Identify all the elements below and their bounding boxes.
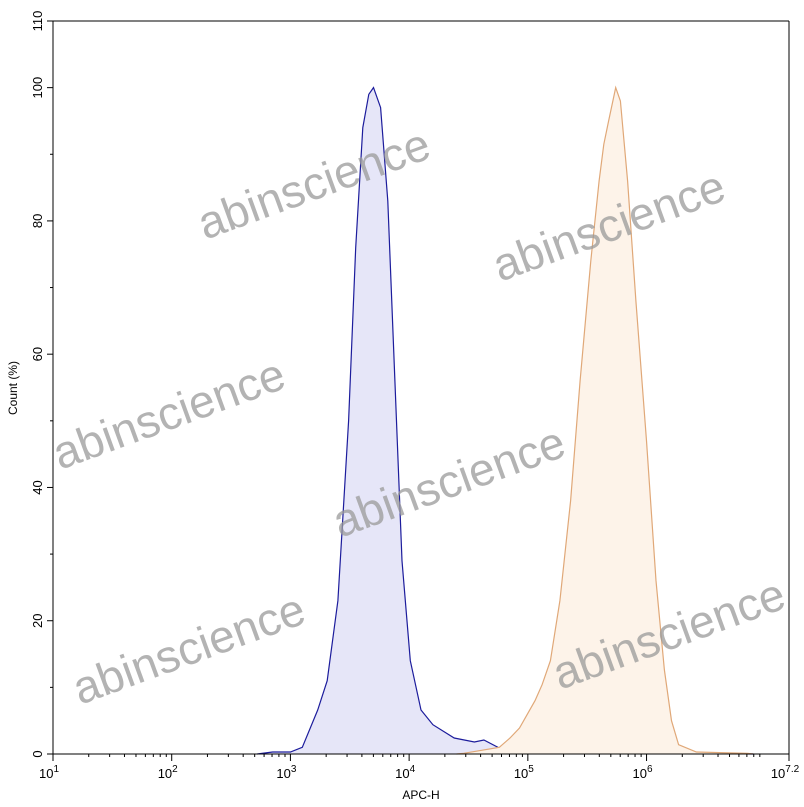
y-tick-label: 110 [30,11,45,32]
series-1-fill [456,87,754,755]
y-tick-label: 80 [30,214,45,228]
y-tick-label: 20 [30,613,45,627]
x-tick-label: 105 [514,764,534,781]
y-axis-label: Count (%) [6,361,20,415]
x-tick-label: 104 [395,764,415,781]
axes: 101 102 103 104 105 106 107.2 0 20 40 60 80 100 110 [30,11,800,781]
series-layer [257,85,754,755]
y-tick-label: 60 [30,347,45,361]
x-tick-label: 106 [633,764,653,781]
x-axis-label: APC-H [402,788,439,802]
series-0-fill [257,87,754,755]
watermark-text: abinscience [46,347,292,479]
y-tick-label: 40 [30,480,45,494]
series-1-line [456,85,754,755]
x-tick-label: 102 [158,764,178,781]
watermark-text: abinscience [191,117,437,249]
y-tick-label: 0 [30,750,45,757]
y-tick-label: 100 [30,77,45,99]
watermark-layer: abinscience abinscienceabinscienceabinsci… [46,117,792,714]
x-tick-label: 107.2 [771,764,800,781]
watermark-text: abinscience [66,582,312,714]
x-tick-label: 103 [276,764,296,781]
x-tick-label: 101 [39,764,59,781]
